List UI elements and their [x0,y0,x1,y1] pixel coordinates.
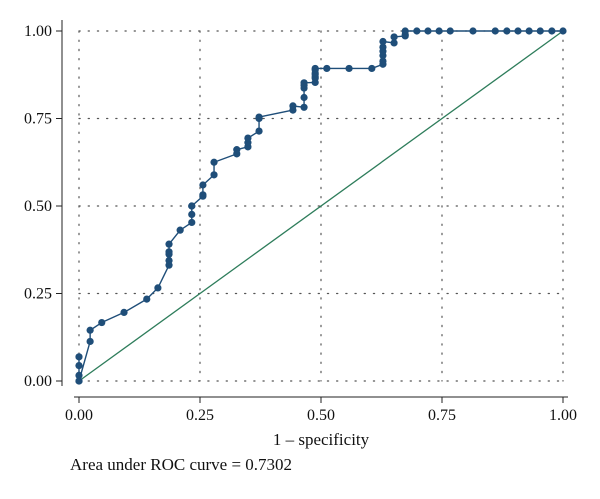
roc-point-63 [424,27,432,35]
reference-diagonal [78,30,564,382]
roc-point-56 [379,37,387,46]
roc-point-50 [368,64,376,73]
x-tick-label-3: 0.75 [428,407,456,424]
roc-point-71 [536,27,544,35]
roc-point-36 [300,103,308,111]
roc-point-31 [255,127,263,135]
x-tick-label-2: 0.50 [307,407,335,424]
roc-point-30 [244,134,252,142]
y-tick-label-2: 0.50 [24,198,52,215]
roc-point-72 [548,27,556,35]
roc-point-6 [86,326,94,334]
roc-point-70 [525,27,533,35]
roc-point-22 [199,191,207,199]
roc-point-49 [345,64,353,73]
roc-point-62 [413,27,421,35]
roc-point-35 [289,102,297,110]
roc-point-69 [514,27,522,35]
roc-point-23 [199,181,207,189]
roc-point-55 [379,43,387,51]
roc-point-2 [75,362,83,370]
roc-curve [75,27,567,385]
x-tick-label-0: 0.00 [65,407,93,424]
roc-point-10 [154,284,162,292]
roc-point-17 [188,218,196,227]
roc-point-40 [300,79,308,87]
roc-point-3 [75,353,83,361]
axes [56,20,568,403]
roc-point-14 [165,248,173,256]
roc-point-24 [210,171,218,179]
y-tick-label-4: 1.00 [24,23,52,40]
roc-point-5 [86,337,94,346]
roc-point-9 [143,295,151,303]
roc-point-65 [446,27,454,35]
roc-point-4 [75,377,83,385]
roc-point-52 [379,57,387,65]
roc-point-20 [188,202,196,210]
tick-labels: 0.00 0.25 0.50 0.75 1.00 0.00 0.25 0.50 0.75 1.00 [24,23,577,424]
y-tick-label-0: 0.00 [24,373,52,390]
roc-point-67 [491,27,499,35]
roc-point-61 [401,27,409,35]
roc-point-18 [188,210,196,218]
roc-point-57 [390,39,398,47]
roc-point-33 [255,113,263,121]
x-tick-label-4: 1.00 [549,407,577,424]
roc-point-73 [559,27,567,35]
x-axis-title: 1 – specificity [273,430,370,449]
roc-point-47 [311,64,319,73]
roc-point-66 [469,27,477,35]
roc-point-68 [503,27,511,35]
roc-point-58 [390,33,398,41]
y-tick-label-1: 0.25 [24,286,52,303]
roc-point-37 [300,93,308,102]
roc-point-16 [176,226,184,234]
roc-point-64 [435,27,443,35]
y-tick-label-3: 0.75 [24,111,52,128]
auc-note: Area under ROC curve = 0.7302 [70,455,293,474]
reference-line [78,30,564,382]
roc-point-7 [98,318,106,327]
roc-point-1 [75,371,83,379]
roc-point-27 [233,146,241,154]
roc-point-48 [323,64,331,73]
x-tick-label-1: 0.25 [186,407,214,424]
roc-point-12 [165,257,173,265]
roc-point-15 [165,240,173,248]
roc-point-25 [210,158,218,166]
roc-point-8 [120,308,128,316]
